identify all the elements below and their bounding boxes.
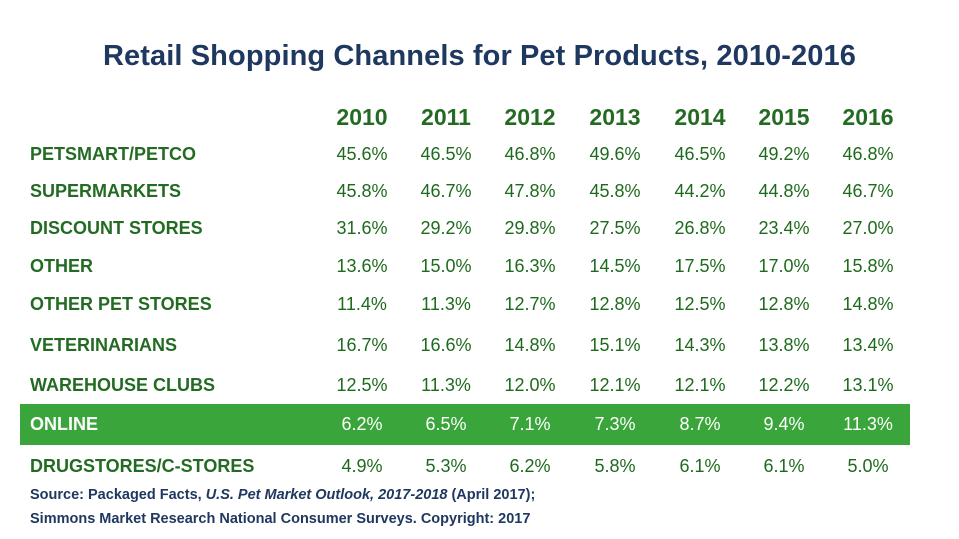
cell-online-2014: 8.7% (679, 414, 721, 434)
cell-warehouse-clubs-2010: 12.5% (336, 375, 388, 395)
cell-discount-stores-2011: 29.2% (420, 218, 472, 238)
cell-supermarkets-2013: 45.8% (589, 181, 641, 201)
row-label: SUPERMARKETS (30, 181, 182, 201)
cell-discount-stores-2010: 31.6% (336, 218, 388, 238)
cell-online-2016: 11.3% (843, 414, 893, 434)
cell-veterinarians-2012: 14.8% (504, 335, 556, 355)
cell-veterinarians-2016: 13.4% (842, 335, 894, 355)
cell-drugstores-c-stores-2010: 4.9% (341, 456, 383, 476)
cell-discount-stores-2013: 27.5% (589, 218, 641, 238)
cell-other-pet-stores-2012: 12.7% (504, 294, 556, 314)
cell-other-pet-stores-2016: 14.8% (842, 294, 894, 314)
cell-petsmart-petco-2015: 49.2% (758, 144, 810, 164)
cell-warehouse-clubs-2015: 12.2% (758, 375, 810, 395)
cell-drugstores-c-stores-2014: 6.1% (679, 456, 721, 476)
cell-warehouse-clubs-2016: 13.1% (842, 375, 894, 395)
cell-drugstores-c-stores-2011: 5.3% (425, 456, 467, 476)
column-header-2016: 2016 (842, 104, 894, 130)
cell-other-2013: 14.5% (589, 256, 641, 276)
cell-veterinarians-2013: 15.1% (589, 335, 641, 355)
cell-veterinarians-2014: 14.3% (674, 335, 726, 355)
source-publication: U.S. Pet Market Outlook, 2017-2018 (205, 487, 448, 503)
cell-petsmart-petco-2016: 46.8% (842, 144, 894, 164)
table-row-discount-stores: DISCOUNT STORES 31.6% 29.2% 29.8% 27.5% 26.8%… (0, 213, 959, 243)
cell-drugstores-c-stores-2015: 6.1% (763, 456, 805, 476)
cell-other-2011: 15.0% (420, 256, 472, 276)
cell-other-2016: 15.8% (842, 256, 894, 276)
cell-petsmart-petco-2012: 46.8% (504, 144, 556, 164)
cell-supermarkets-2016: 46.7% (842, 181, 894, 201)
cell-supermarkets-2010: 45.8% (336, 181, 388, 201)
column-header-2014: 2014 (674, 104, 726, 130)
cell-other-pet-stores-2013: 12.8% (589, 294, 641, 314)
source-prefix: Source: Packaged Facts, (30, 487, 206, 503)
cell-other-2010: 13.6% (336, 256, 388, 276)
row-label: VETERINARIANS (30, 335, 178, 355)
cell-other-2012: 16.3% (504, 256, 556, 276)
cell-warehouse-clubs-2012: 12.0% (504, 375, 556, 395)
cell-veterinarians-2015: 13.8% (758, 335, 810, 355)
cell-warehouse-clubs-2014: 12.1% (674, 375, 726, 395)
column-header-2011: 2011 (421, 104, 471, 130)
cell-petsmart-petco-2014: 46.5% (674, 144, 726, 164)
cell-supermarkets-2015: 44.8% (758, 181, 810, 201)
cell-online-2013: 7.3% (594, 414, 636, 434)
cell-discount-stores-2015: 23.4% (758, 218, 810, 238)
cell-drugstores-c-stores-2013: 5.8% (594, 456, 636, 476)
cell-other-pet-stores-2014: 12.5% (674, 294, 726, 314)
cell-veterinarians-2011: 16.6% (420, 335, 472, 355)
cell-other-pet-stores-2011: 11.3% (421, 294, 471, 314)
source-line-1: Source: Packaged Facts, U.S. Pet Market … (30, 487, 535, 503)
cell-supermarkets-2012: 47.8% (504, 181, 556, 201)
cell-other-pet-stores-2015: 12.8% (758, 294, 810, 314)
cell-other-2014: 17.5% (674, 256, 726, 276)
cell-discount-stores-2012: 29.8% (504, 218, 556, 238)
column-header-2013: 2013 (589, 104, 641, 130)
row-label: DRUGSTORES/C-STORES (30, 456, 255, 476)
row-label: PETSMART/PETCO (30, 144, 197, 164)
cell-supermarkets-2011: 46.7% (420, 181, 472, 201)
cell-drugstores-c-stores-2016: 5.0% (847, 456, 889, 476)
cell-drugstores-c-stores-2012: 6.2% (509, 456, 551, 476)
cell-veterinarians-2010: 16.7% (336, 335, 388, 355)
cell-online-2012: 7.1% (509, 414, 551, 434)
column-header-2015: 2015 (758, 104, 810, 130)
table-row-warehouse-clubs: WAREHOUSE CLUBS 12.5% 11.3% 12.0% 12.1% 12.1%… (0, 370, 959, 400)
cell-petsmart-petco-2010: 45.6% (336, 144, 388, 164)
cell-other-2015: 17.0% (758, 256, 810, 276)
row-label: OTHER (30, 256, 93, 276)
cell-petsmart-petco-2011: 46.5% (420, 144, 472, 164)
source-line-2: Simmons Market Research National Consume… (30, 511, 531, 527)
row-label: DISCOUNT STORES (30, 218, 203, 238)
cell-warehouse-clubs-2013: 12.1% (589, 375, 641, 395)
cell-discount-stores-2014: 26.8% (674, 218, 726, 238)
cell-discount-stores-2016: 27.0% (842, 218, 894, 238)
cell-other-pet-stores-2010: 11.4% (337, 294, 387, 314)
row-label: WAREHOUSE CLUBS (30, 375, 216, 395)
table-row-supermarkets: SUPERMARKETS 45.8% 46.7% 47.8% 45.8% 44.2% 44.… (0, 176, 959, 206)
row-label: ONLINE (30, 414, 99, 434)
chart-title: Retail Shopping Channels for Pet Product… (103, 40, 856, 72)
table-row-petsmart-petco: PETSMART/PETCO 45.6% 46.5% 46.8% 49.6% 46.5% 4… (0, 139, 959, 169)
cell-supermarkets-2014: 44.2% (674, 181, 726, 201)
source-suffix: (April 2017); (447, 487, 536, 503)
cell-warehouse-clubs-2011: 11.3% (421, 375, 471, 395)
table-row-online: ONLINE 6.2% 6.5% 7.1% 7.3% 8.7% 9.4% 11.3% (20, 404, 910, 445)
table-row-other: OTHER 13.6% 15.0% 16.3% 14.5% 17.5% 17.0% 15.8% (0, 251, 959, 281)
cell-online-2015: 9.4% (763, 414, 805, 434)
table-row-veterinarians: VETERINARIANS 16.7% 16.6% 14.8% 15.1% 14.3% 13… (0, 330, 959, 360)
cell-online-2010: 6.2% (341, 414, 383, 434)
column-header-2010: 2010 (336, 104, 388, 130)
table-row-other-pet-stores: OTHER PET STORES 11.4% 11.3% 12.7% 12.8% 12.5… (0, 289, 959, 319)
column-header-2012: 2012 (504, 104, 556, 130)
cell-online-2011: 6.5% (425, 414, 467, 434)
cell-petsmart-petco-2013: 49.6% (589, 144, 641, 164)
row-label: OTHER PET STORES (30, 294, 212, 314)
table-row-drugstores-c-stores: DRUGSTORES/C-STORES 4.9% 5.3% 6.2% 5.8% 6.1% 6… (0, 451, 959, 481)
